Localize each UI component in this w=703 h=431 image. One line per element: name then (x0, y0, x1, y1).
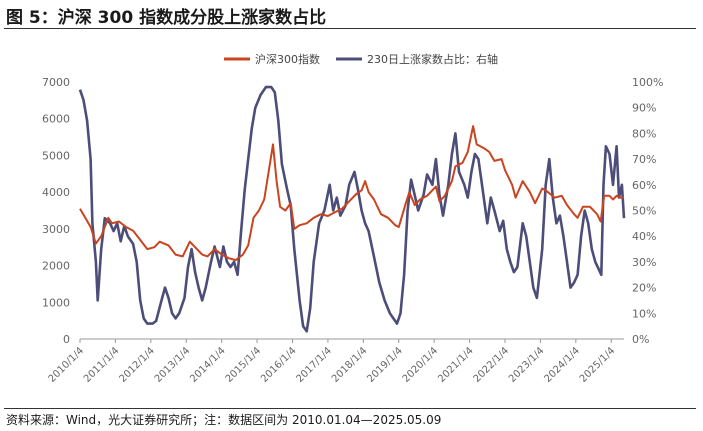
figure-title: 图 5：沪深 300 指数成分股上涨家数占比 (6, 8, 327, 28)
right-tick-label: 100% (632, 76, 663, 89)
x-tick-label: 2025/1/4 (578, 345, 618, 385)
x-tick-label: 2018/1/4 (330, 345, 370, 385)
right-tick-label: 50% (632, 205, 656, 218)
chart-legend: 沪深300指数 230日上涨家数占比：右轴 (224, 52, 498, 66)
x-tick-label: 2022/1/4 (472, 345, 512, 385)
left-tick-label: 7000 (42, 76, 70, 89)
left-tick-label: 1000 (42, 296, 70, 309)
right-tick-label: 90% (632, 102, 656, 115)
right-tick-label: 70% (632, 153, 656, 166)
x-tick-label: 2019/1/4 (365, 345, 405, 385)
x-axis-ticks: 2010/1/42011/1/42012/1/42013/1/42014/1/4… (47, 339, 618, 385)
x-tick-label: 2023/1/4 (507, 345, 547, 385)
source-note: 资料来源：Wind，光大证券研究所；注：数据区间为 2010.01.04—202… (6, 413, 442, 427)
x-tick-label: 2011/1/4 (82, 345, 122, 385)
plot-area (78, 85, 626, 333)
left-tick-label: 0 (63, 333, 70, 346)
series-line-index (79, 125, 624, 262)
right-tick-label: 80% (632, 127, 656, 140)
x-tick-label: 2021/1/4 (436, 345, 476, 385)
x-tick-label: 2010/1/4 (47, 345, 87, 385)
dual-axis-line-chart: 沪深300指数 230日上涨家数占比：右轴 0 1000 2000 3000 4000 5… (42, 52, 663, 385)
right-tick-label: 60% (632, 179, 656, 192)
right-tick-label: 20% (632, 282, 656, 295)
left-tick-label: 3000 (42, 223, 70, 236)
x-tick-label: 2017/1/4 (294, 345, 334, 385)
x-tick-label: 2015/1/4 (224, 345, 264, 385)
title-rule (4, 28, 696, 29)
left-tick-label: 4000 (42, 186, 70, 199)
left-tick-label: 6000 (42, 113, 70, 126)
series-line-ratio (78, 85, 626, 333)
left-y-axis-ticks: 0 1000 2000 3000 4000 5000 6000 7000 (42, 76, 70, 346)
right-tick-label: 40% (632, 230, 656, 243)
x-tick-label: 2016/1/4 (259, 345, 299, 385)
x-tick-label: 2012/1/4 (117, 345, 157, 385)
right-tick-label: 0% (632, 333, 649, 346)
x-tick-label: 2020/1/4 (401, 345, 441, 385)
x-tick-label: 2024/1/4 (542, 345, 582, 385)
left-tick-label: 2000 (42, 260, 70, 273)
right-tick-label: 10% (632, 307, 656, 320)
legend-label-index: 沪深300指数 (255, 52, 320, 66)
x-tick-label: 2014/1/4 (188, 345, 228, 385)
x-tick-label: 2013/1/4 (153, 345, 193, 385)
right-y-axis-ticks: 0% 10% 20% 30% 40% 50% 60% 70% 80% 90% 100% (632, 76, 663, 346)
legend-label-ratio: 230日上涨家数占比：右轴 (367, 52, 498, 66)
left-tick-label: 5000 (42, 149, 70, 162)
right-tick-label: 30% (632, 256, 656, 269)
footer-rule (4, 408, 696, 409)
